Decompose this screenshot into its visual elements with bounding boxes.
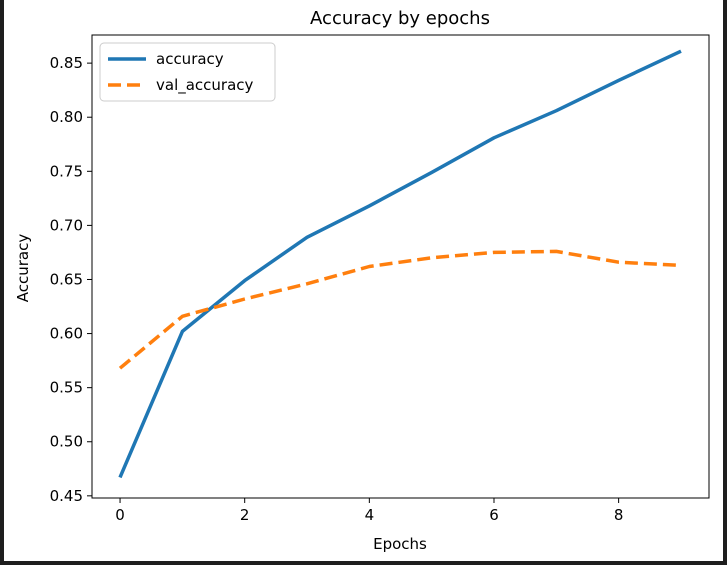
y-tick-label: 0.60: [50, 325, 83, 343]
legend-label-val-accuracy: val_accuracy: [156, 76, 254, 95]
x-axis-label: Epochs: [373, 535, 427, 553]
y-tick-label: 0.45: [50, 487, 83, 505]
chart-title: Accuracy by epochs: [310, 8, 490, 29]
x-tick-label: 6: [489, 506, 499, 524]
axes-frame: [91, 34, 710, 499]
y-tick-label: 0.70: [50, 216, 83, 234]
y-tick-label: 0.85: [50, 54, 83, 72]
x-tick-label: 0: [115, 506, 125, 524]
x-tick-label: 8: [614, 506, 624, 524]
y-tick-label: 0.50: [50, 433, 83, 451]
x-tick-label: 4: [365, 506, 375, 524]
y-tick-label: 0.55: [50, 379, 83, 397]
series-line-accuracy: [118, 49, 682, 479]
chart-figure: Accuracy by epochs 0 2 4 6 8 0.45 0.50 0.55 0.60…: [4, 0, 723, 561]
y-tick-label: 0.80: [50, 108, 83, 126]
legend: accuracy val_accuracy: [99, 42, 276, 102]
y-tick-label: 0.75: [50, 162, 83, 180]
series-line-val-accuracy: [118, 249, 682, 370]
y-tick-label: 0.65: [50, 270, 83, 288]
x-tick-label: 2: [240, 506, 250, 524]
axis-ticks: 0 2 4 6 8 0.45 0.50 0.55 0.60 0.65 0.70 0.75 0.80 0.8…: [50, 54, 624, 524]
y-axis-label: Accuracy: [14, 234, 32, 303]
line-chart: Accuracy by epochs 0 2 4 6 8 0.45 0.50 0.55 0.60…: [14, 8, 710, 553]
plot-area: [91, 34, 710, 499]
legend-label-accuracy: accuracy: [156, 50, 224, 68]
